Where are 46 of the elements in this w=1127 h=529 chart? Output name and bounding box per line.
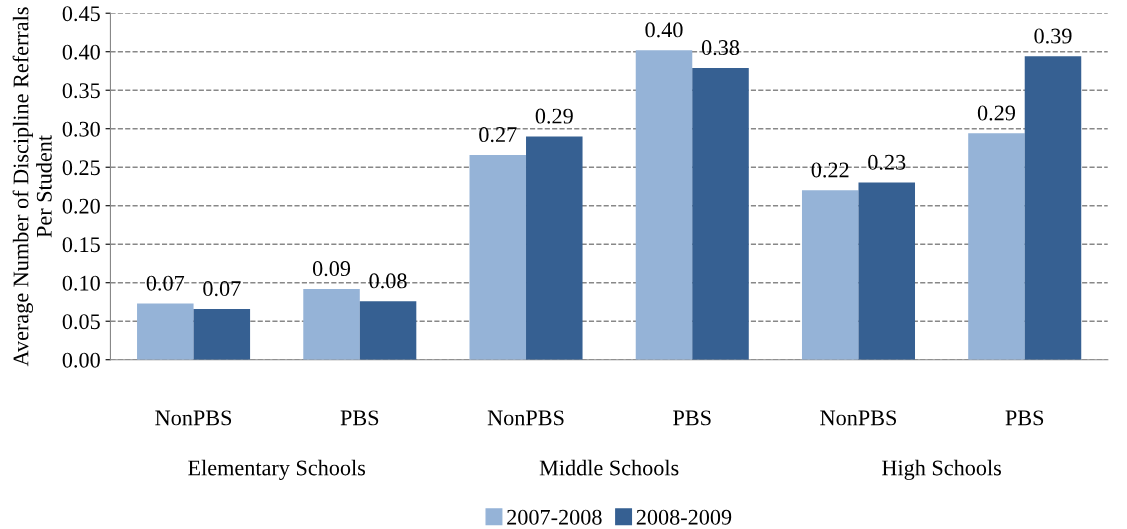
legend-label: 2007-2008 — [507, 509, 602, 525]
bar — [1024, 56, 1082, 360]
x-tick-label: NonPBS — [820, 410, 897, 426]
y-tick-label: 0.05 — [62, 314, 100, 330]
y-tick-label: 0.40 — [62, 44, 100, 60]
x-tick-label: NonPBS — [155, 410, 232, 426]
y-tick-label: 0.20 — [62, 198, 100, 214]
data-label: 0.40 — [645, 22, 683, 38]
data-label: 0.27 — [479, 127, 517, 143]
y-tick-label: 0.00 — [62, 352, 100, 368]
data-label: 0.09 — [312, 261, 351, 277]
bar — [303, 288, 360, 360]
bar — [858, 182, 916, 360]
legend-label: 2008-2009 — [636, 509, 732, 525]
y-tick-label: 0.15 — [62, 237, 100, 253]
text: Elementary Schools — [188, 459, 366, 481]
x-tick-label: PBS — [673, 410, 711, 426]
data-label: 0.07 — [203, 281, 241, 297]
x-tick-label: PBS — [340, 410, 379, 426]
data-label: 0.08 — [369, 273, 407, 289]
data-label: 0.39 — [1034, 28, 1072, 44]
bar — [469, 154, 527, 360]
text: High Schools — [882, 459, 1001, 481]
y-tick-label: 0.30 — [62, 121, 100, 137]
bar — [692, 67, 749, 360]
text: Middle Schools — [539, 459, 679, 476]
y-tick-label: 0.35 — [62, 83, 100, 99]
bar — [359, 301, 417, 360]
bar — [193, 308, 251, 360]
y-tick-label: 0.10 — [62, 275, 100, 291]
bar — [137, 303, 194, 360]
y-axis-title: Average Number of Discipline Referrals Per Student — [12, 7, 52, 367]
data-label: 0.23 — [868, 154, 906, 170]
data-label: 0.29 — [535, 108, 573, 124]
bar — [968, 133, 1025, 360]
bar — [635, 50, 693, 360]
bar — [526, 136, 583, 360]
data-label: 0.07 — [146, 275, 185, 291]
data-label: 0.29 — [977, 105, 1015, 121]
y-tick-label: 0.45 — [62, 6, 100, 22]
y-tick-label: 0.25 — [62, 160, 100, 176]
data-label: 0.22 — [811, 162, 849, 178]
bar — [801, 190, 859, 360]
data-label: 0.38 — [701, 40, 740, 56]
x-tick-label: PBS — [1005, 410, 1044, 426]
x-tick-label: NonPBS — [487, 410, 564, 426]
